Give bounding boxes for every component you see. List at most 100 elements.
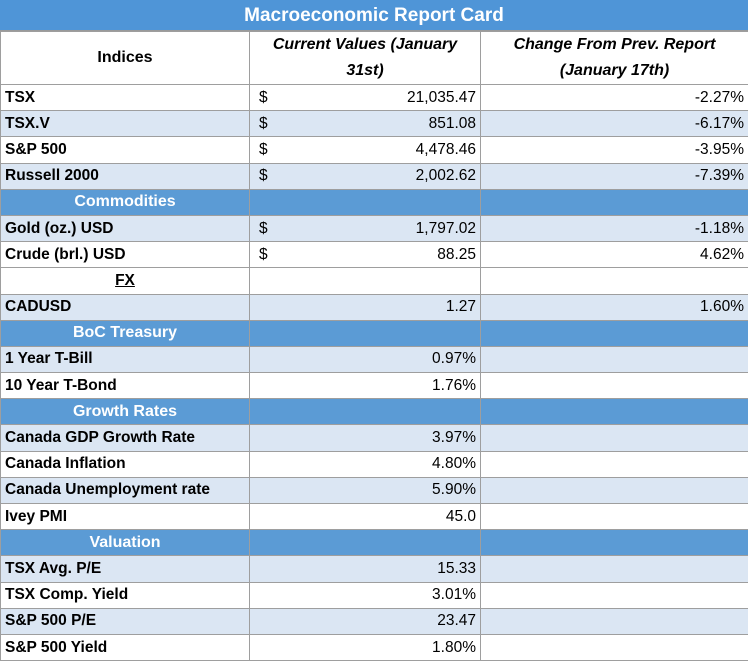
row-label: Canada GDP Growth Rate	[0, 424, 250, 452]
table-row: TSX.V $851.08 -6.17%	[0, 110, 748, 138]
current-value-cell: $4,478.46	[249, 136, 481, 164]
section-header-empty	[249, 188, 481, 216]
current-value-cell: $2,002.62	[249, 162, 481, 190]
current-value-cell: 1.27	[249, 293, 481, 321]
change-value: -2.27%	[480, 83, 748, 112]
section-header-empty	[480, 529, 748, 557]
row-label: TSX.V	[0, 110, 250, 138]
section-header-label: Commodities	[0, 188, 250, 216]
section-header-label: BoC Treasury	[0, 319, 250, 347]
section-header-empty	[249, 398, 481, 426]
current-value-cell: 3.01%	[249, 581, 481, 609]
change-value	[480, 502, 748, 531]
table-row: 1 Year T-Bill 0.97%	[0, 345, 748, 374]
section-header-row: Growth Rates	[0, 398, 748, 426]
change-value	[480, 476, 748, 505]
change-value: 1.60%	[480, 293, 748, 321]
column-header-change: Change From Prev. Report (January 17th)	[480, 31, 748, 85]
table-row: S&P 500 P/E 23.47	[0, 607, 748, 635]
current-value: 21,035.47	[407, 88, 476, 106]
section-header-row: BoC Treasury	[0, 319, 748, 347]
row-label: S&P 500 Yield	[0, 633, 250, 662]
subheader-label: FX	[0, 267, 250, 295]
table-row: Crude (brl.) USD $88.25 4.62%	[0, 241, 748, 269]
currency-symbol: $	[259, 245, 268, 263]
change-value	[480, 345, 748, 374]
table-row: Ivey PMI 45.0	[0, 502, 748, 531]
row-label: TSX Avg. P/E	[0, 555, 250, 583]
row-label: 10 Year T-Bond	[0, 372, 250, 400]
change-value: -6.17%	[480, 110, 748, 138]
current-value: 3.97%	[432, 429, 476, 447]
current-value: 1.80%	[432, 638, 476, 656]
change-value	[480, 607, 748, 635]
current-value: 0.97%	[432, 350, 476, 368]
row-label: Crude (brl.) USD	[0, 241, 250, 269]
row-label: CADUSD	[0, 293, 250, 321]
change-value	[480, 581, 748, 609]
change-value	[480, 424, 748, 452]
report-table-body: Indices Current Values (January 31st) Ch…	[0, 31, 748, 662]
row-label: TSX	[0, 83, 250, 112]
current-value: 4,478.46	[415, 140, 476, 158]
section-header-empty	[480, 319, 748, 347]
current-value: 3.01%	[432, 586, 476, 604]
current-value-cell: $851.08	[249, 110, 481, 138]
table-row: Russell 2000 $2,002.62 -7.39%	[0, 162, 748, 190]
change-value: -3.95%	[480, 136, 748, 164]
table-row: S&P 500 Yield 1.80%	[0, 633, 748, 662]
change-value: -1.18%	[480, 214, 748, 243]
column-header-row: Indices Current Values (January 31st) Ch…	[0, 31, 748, 85]
change-value	[480, 450, 748, 478]
current-value: 15.33	[437, 559, 476, 577]
current-value-cell: 3.97%	[249, 424, 481, 452]
row-label: Canada Unemployment rate	[0, 476, 250, 505]
current-value: 1,797.02	[415, 219, 476, 237]
subheader-row: FX	[0, 267, 748, 295]
currency-symbol: $	[259, 114, 268, 132]
change-value	[480, 633, 748, 662]
current-value: 23.47	[437, 612, 476, 630]
current-value: 2,002.62	[415, 167, 476, 185]
change-value	[480, 372, 748, 400]
current-value: 4.80%	[432, 455, 476, 473]
section-header-row: Valuation	[0, 529, 748, 557]
current-value-cell	[249, 267, 481, 295]
current-value: 851.08	[428, 114, 476, 132]
column-header-indices: Indices	[0, 31, 250, 85]
row-label: Canada Inflation	[0, 450, 250, 478]
current-value: 88.25	[437, 245, 476, 263]
currency-symbol: $	[259, 167, 268, 185]
section-header-empty	[480, 188, 748, 216]
current-value-cell: $1,797.02	[249, 214, 481, 243]
report-title: Macroeconomic Report Card	[0, 0, 748, 31]
table-row: 10 Year T-Bond 1.76%	[0, 372, 748, 400]
current-value-cell: 1.76%	[249, 372, 481, 400]
section-header-empty	[249, 529, 481, 557]
table-row: S&P 500 $4,478.46 -3.95%	[0, 136, 748, 164]
current-value-cell: 23.47	[249, 607, 481, 635]
section-header-label: Growth Rates	[0, 398, 250, 426]
report-table: Indices Current Values (January 31st) Ch…	[0, 31, 748, 662]
table-row: Canada GDP Growth Rate 3.97%	[0, 424, 748, 452]
table-row: Canada Unemployment rate 5.90%	[0, 476, 748, 505]
table-row: CADUSD 1.27 1.60%	[0, 293, 748, 321]
table-row: TSX Avg. P/E 15.33	[0, 555, 748, 583]
change-value: 4.62%	[480, 241, 748, 269]
current-value: 45.0	[445, 507, 476, 525]
row-label: Russell 2000	[0, 162, 250, 190]
table-row: TSX $21,035.47 -2.27%	[0, 83, 748, 112]
section-header-empty	[249, 319, 481, 347]
current-value: 1.76%	[432, 376, 476, 394]
current-value-cell: 4.80%	[249, 450, 481, 478]
row-label: S&P 500	[0, 136, 250, 164]
currency-symbol: $	[259, 219, 268, 237]
row-label: 1 Year T-Bill	[0, 345, 250, 374]
table-row: TSX Comp. Yield 3.01%	[0, 581, 748, 609]
current-value-cell: $88.25	[249, 241, 481, 269]
row-label: TSX Comp. Yield	[0, 581, 250, 609]
section-header-empty	[480, 398, 748, 426]
change-value	[480, 555, 748, 583]
row-label: S&P 500 P/E	[0, 607, 250, 635]
